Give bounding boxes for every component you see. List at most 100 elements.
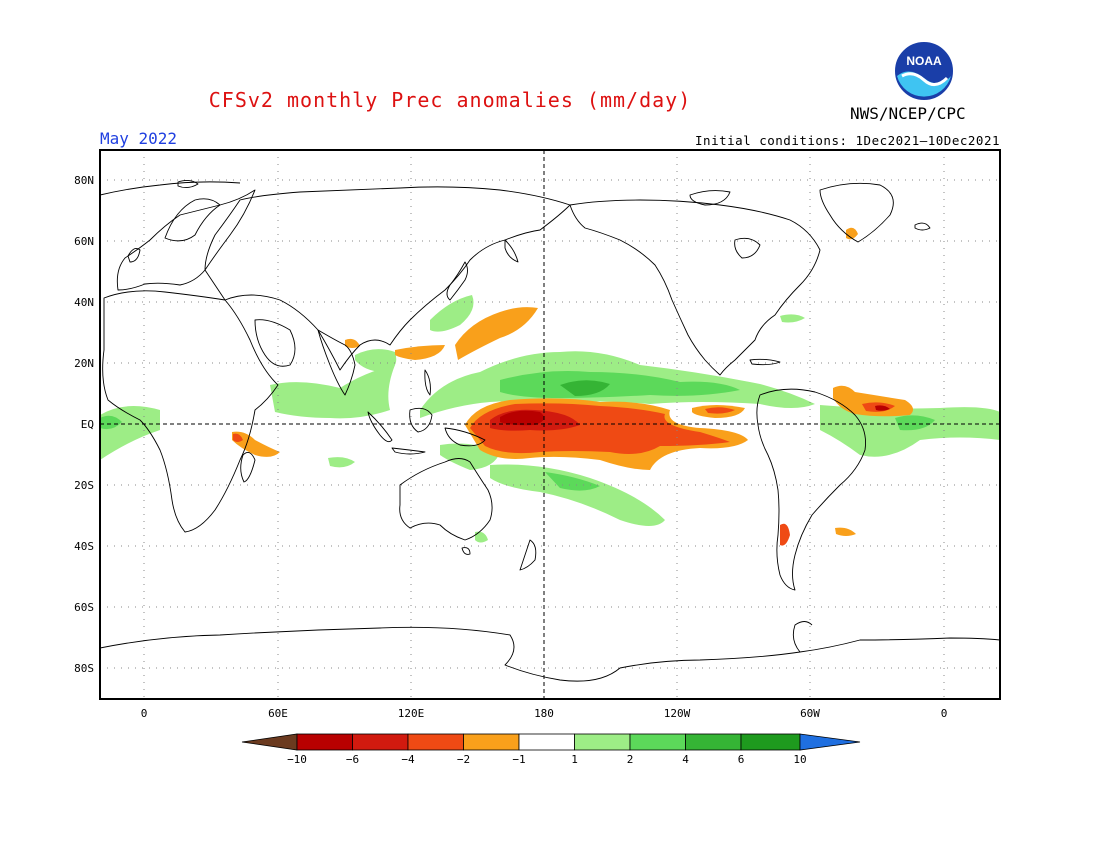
coast-tasmania xyxy=(461,547,471,555)
dry-anomaly-pacific-extreme xyxy=(500,410,544,426)
coast-asia xyxy=(204,186,571,371)
coast-hudson-bay xyxy=(734,237,761,259)
dry-anomaly-south-atlantic xyxy=(835,527,856,536)
lat-label: 80N xyxy=(74,174,94,187)
initial-conditions-label: Initial conditions: 1Dec2021–10Dec2021 xyxy=(695,133,1000,148)
colorbar-bin xyxy=(629,733,686,751)
coast-iceland xyxy=(914,222,931,231)
wet-anomaly-bay-of-bengal xyxy=(355,349,397,372)
lon-label: 120E xyxy=(398,707,425,720)
lat-label: 60S xyxy=(74,601,94,614)
lon-label: 120W xyxy=(664,707,691,720)
coast-scandinavia xyxy=(164,198,221,242)
coast-europe xyxy=(116,189,256,291)
coast-java xyxy=(391,447,426,455)
lon-label: 180 xyxy=(534,707,554,720)
wet-anomaly-pacific-north-core xyxy=(500,371,740,398)
lat-label: 60N xyxy=(74,235,94,248)
wet-anomaly-japan xyxy=(430,295,474,332)
wet-anomaly-atlantic-east xyxy=(820,405,1000,457)
latitude-labels: 80N 60N 40N 20N EQ 20S 40S 60S 80S xyxy=(74,174,94,675)
wet-anomaly-indian-ocean xyxy=(270,365,395,419)
agency-label: NWS/NCEP/CPC xyxy=(850,104,966,123)
colorbar-label: −10 xyxy=(287,753,307,766)
coast-north-america xyxy=(569,199,821,376)
coast-borneo xyxy=(409,407,433,433)
colorbar: −10 −6 −4 −2 −1 1 2 4 6 10 xyxy=(241,733,861,766)
coast-india xyxy=(317,329,356,396)
colorbar-label: 4 xyxy=(682,753,689,766)
colorbar-arrow-left xyxy=(241,733,298,751)
lon-label: 0 xyxy=(141,707,148,720)
colorbar-arrow-right xyxy=(799,733,861,751)
noaa-logo-text: NOAA xyxy=(906,54,942,68)
dry-anomaly-madagascar xyxy=(232,431,280,457)
dry-anomaly-east-china xyxy=(395,345,445,360)
coast-caribbean xyxy=(749,358,781,366)
lat-lon-grid xyxy=(100,150,1000,699)
colorbar-label: −6 xyxy=(346,753,359,766)
lat-label: 80S xyxy=(74,662,94,675)
colorbar-bin xyxy=(352,733,409,751)
longitude-labels: 0 60E 120E 180 120W 60W 0 xyxy=(141,707,948,720)
map-frame xyxy=(99,149,1001,700)
coast-philippines xyxy=(424,369,431,396)
wet-anomaly-south-indian xyxy=(328,457,355,468)
wet-anomaly-spcz-core xyxy=(545,472,600,491)
colorbar-bin xyxy=(296,733,353,751)
coast-south-america xyxy=(756,388,866,591)
colorbar-label: 2 xyxy=(627,753,634,766)
coast-new-guinea xyxy=(444,427,486,447)
wet-anomaly-atlantic-itcz xyxy=(100,406,160,460)
wet-anomaly-east-australia xyxy=(475,531,488,543)
dry-anomaly-greenland xyxy=(846,227,858,240)
coast-madagascar xyxy=(240,451,256,483)
coast-arabia xyxy=(254,319,296,367)
lon-label: 60W xyxy=(800,707,820,720)
colorbar-bin xyxy=(685,733,742,751)
colorbar-label: 10 xyxy=(793,753,806,766)
colorbar-bin xyxy=(518,733,575,751)
coast-greenland xyxy=(819,182,894,243)
colorbar-bin xyxy=(740,733,801,751)
dry-anomaly-atlantic-extreme xyxy=(875,405,890,411)
month-label: May 2022 xyxy=(100,129,178,148)
anomaly-fields xyxy=(100,227,1000,546)
dry-anomaly-atlantic xyxy=(833,385,914,417)
noaa-logo: NOAA xyxy=(893,40,955,102)
coast-africa xyxy=(102,290,279,533)
colorbar-label: −2 xyxy=(457,753,470,766)
reference-lines xyxy=(100,150,1000,699)
coast-svalbard xyxy=(177,179,199,189)
colorbar-label: 1 xyxy=(571,753,578,766)
colorbar-label: −4 xyxy=(401,753,415,766)
wet-anomaly-central-america xyxy=(780,314,805,323)
colorbar-label: −1 xyxy=(512,753,525,766)
lat-label: 40S xyxy=(74,540,94,553)
wet-anomaly-pacific-strong xyxy=(560,380,610,396)
coast-japan xyxy=(446,261,468,301)
coast-antarctica xyxy=(100,626,1000,682)
coast-arctic-islands xyxy=(689,190,731,206)
dry-anomaly-east-pacific-core xyxy=(705,407,735,414)
dry-anomaly-madagascar-core xyxy=(233,433,243,442)
wet-anomaly-spcz xyxy=(490,464,665,526)
colorbar-bin xyxy=(407,733,464,751)
coast-antarctic-peninsula xyxy=(792,621,813,653)
dry-anomaly-northwest-pacific xyxy=(455,307,538,360)
coast-north-eurasia xyxy=(100,181,241,196)
colorbar-bin xyxy=(574,733,631,751)
coast-sumatra xyxy=(367,411,393,443)
coast-new-zealand xyxy=(519,539,537,571)
coast-british-isles xyxy=(127,248,141,263)
dry-anomaly-chile xyxy=(780,523,790,546)
wet-anomaly-africa-west xyxy=(100,415,122,430)
lat-label: 20N xyxy=(74,357,94,370)
lat-label: 20S xyxy=(74,479,94,492)
coast-australia xyxy=(399,458,493,541)
colorbar-label: 6 xyxy=(738,753,745,766)
wet-anomaly-atlantic-core xyxy=(895,415,935,431)
lat-label: 40N xyxy=(74,296,94,309)
map-title: CFSv2 monthly Prec anomalies (mm/day) xyxy=(208,88,692,112)
